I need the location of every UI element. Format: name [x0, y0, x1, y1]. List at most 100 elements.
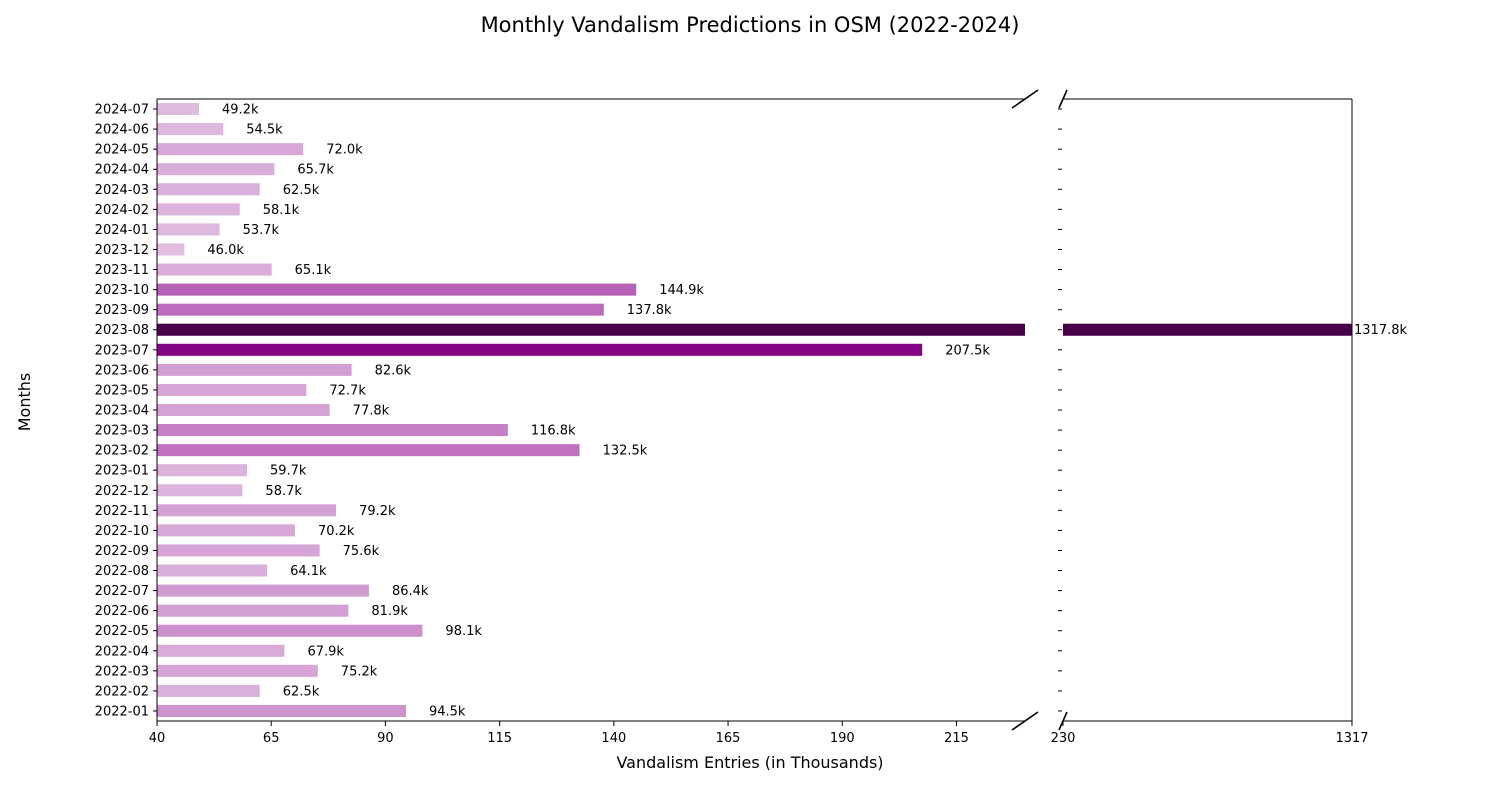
- bar: [157, 103, 200, 116]
- y-tick-label: 2024-06: [95, 123, 149, 138]
- bar: [157, 684, 260, 697]
- x-tick-label: 165: [716, 731, 741, 746]
- bar: [157, 383, 307, 396]
- data-label: 65.1k: [295, 263, 332, 278]
- data-label: 75.6k: [343, 544, 380, 559]
- x-tick-label: 90: [377, 731, 394, 746]
- bar: [157, 143, 304, 156]
- y-tick-label: 2023-08: [95, 323, 149, 338]
- x-tick-label: 65: [263, 731, 280, 746]
- bar: [157, 544, 320, 557]
- y-tick-label: 2022-08: [95, 564, 149, 579]
- bar: [157, 323, 1025, 336]
- data-label: 62.5k: [283, 684, 320, 699]
- data-label: 81.9k: [371, 604, 408, 619]
- y-axis-title: Months: [15, 373, 34, 431]
- bar-right-segment: [1063, 323, 1352, 336]
- bar: [157, 604, 349, 617]
- data-label: 144.9k: [659, 283, 704, 298]
- y-tick-label: 2022-03: [95, 664, 149, 679]
- data-label: 77.8k: [353, 404, 390, 419]
- data-label: 58.1k: [263, 203, 300, 218]
- data-label: 98.1k: [445, 624, 482, 639]
- bar: [157, 243, 185, 256]
- chart-title: Monthly Vandalism Predictions in OSM (20…: [481, 13, 1020, 37]
- y-tick-label: 2022-01: [95, 704, 149, 719]
- data-label: 1317.8k: [1354, 323, 1407, 338]
- bar: [157, 223, 220, 236]
- data-label: 54.5k: [246, 123, 283, 138]
- bar: [157, 303, 604, 316]
- axis-break-mark: [1011, 711, 1039, 731]
- bar: [157, 704, 406, 717]
- bar: [157, 283, 637, 296]
- data-label: 64.1k: [290, 564, 327, 579]
- x-axis-title: Vandalism Entries (in Thousands): [616, 753, 883, 772]
- y-tick-label: 2022-11: [95, 504, 149, 519]
- bar: [157, 403, 330, 417]
- data-label: 58.7k: [265, 484, 302, 499]
- bar: [157, 664, 318, 677]
- data-label: 94.5k: [429, 704, 466, 719]
- y-tick-label: 2024-07: [95, 103, 149, 118]
- y-tick-label: 2023-10: [95, 283, 149, 298]
- y-tick-label: 2024-03: [95, 183, 149, 198]
- bar: [157, 644, 285, 657]
- y-tick-label: 2022-07: [95, 584, 149, 599]
- y-tick-label: 2023-04: [95, 404, 149, 419]
- y-tick-label: 2024-04: [95, 163, 149, 178]
- data-label: 62.5k: [283, 183, 320, 198]
- bar: [157, 363, 352, 376]
- y-tick-label: 2022-02: [95, 684, 149, 699]
- bar: [157, 524, 295, 537]
- data-label: 132.5k: [603, 444, 648, 459]
- data-label: 49.2k: [222, 103, 259, 118]
- bar: [157, 263, 272, 276]
- x-tick-label: 215: [944, 731, 969, 746]
- y-tick-label: 2024-05: [95, 143, 149, 158]
- x-tick-label: 230: [1051, 731, 1076, 746]
- data-label: 79.2k: [359, 504, 396, 519]
- data-label: 116.8k: [531, 424, 576, 439]
- axis-break-mark: [1011, 89, 1039, 109]
- data-label: 53.7k: [243, 223, 280, 238]
- plot-area: 94.5k 2022-01 62.5k 2022-02 75.2k 2022-03 67.9…: [95, 89, 1407, 746]
- y-tick-label: 2024-01: [95, 223, 149, 238]
- y-tick-label: 2023-01: [95, 464, 149, 479]
- data-label: 86.4k: [392, 584, 429, 599]
- y-tick-label: 2023-12: [95, 243, 149, 258]
- y-tick-label: 2023-02: [95, 444, 149, 459]
- data-label: 207.5k: [945, 343, 990, 358]
- bar: [157, 584, 369, 597]
- y-tick-label: 2022-06: [95, 604, 149, 619]
- bar: [157, 444, 580, 457]
- bar: [157, 504, 337, 517]
- data-label: 59.7k: [270, 464, 307, 479]
- bar: [157, 424, 508, 437]
- bar: [157, 123, 224, 136]
- y-tick-label: 2024-02: [95, 203, 149, 218]
- y-tick-label: 2023-11: [95, 263, 149, 278]
- bar: [157, 163, 275, 176]
- bar: [157, 203, 240, 216]
- data-label: 67.9k: [307, 644, 344, 659]
- bar: [157, 183, 260, 196]
- y-tick-label: 2023-06: [95, 363, 149, 378]
- bar: [157, 624, 423, 637]
- bar: [157, 343, 923, 356]
- x-tick-label: 40: [149, 731, 166, 746]
- x-tick-label: 115: [487, 731, 512, 746]
- data-label: 70.2k: [318, 524, 355, 539]
- x-tick-label: 1317: [1335, 731, 1368, 746]
- data-label: 72.7k: [329, 383, 366, 398]
- y-tick-label: 2023-09: [95, 303, 149, 318]
- bar: [157, 464, 247, 477]
- x-tick-label: 140: [601, 731, 626, 746]
- axis-break-mark: [1058, 89, 1068, 109]
- data-label: 65.7k: [297, 163, 334, 178]
- data-label: 82.6k: [375, 363, 412, 378]
- y-tick-label: 2023-07: [95, 343, 149, 358]
- bar: [157, 484, 243, 497]
- y-tick-label: 2023-05: [95, 383, 149, 398]
